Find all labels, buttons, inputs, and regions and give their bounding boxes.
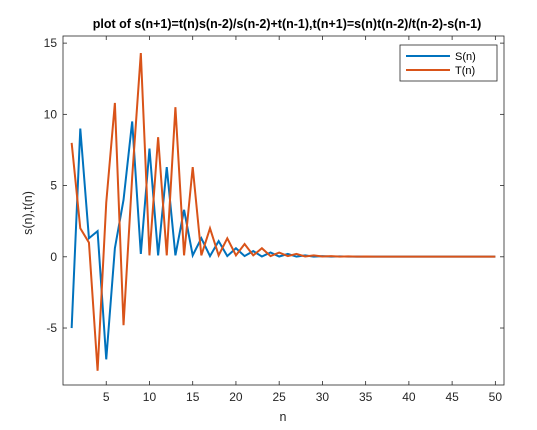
y-tick-label: 15 <box>44 36 58 50</box>
x-tick-label: 40 <box>402 390 416 404</box>
y-axis-label: s(n),t(n) <box>21 191 35 235</box>
legend-label: S(n) <box>455 51 476 63</box>
legend: S(n) T(n) <box>399 44 498 82</box>
x-tick-label: 20 <box>229 390 243 404</box>
x-tick-label: 50 <box>489 390 503 404</box>
plot-area: 5 10 15 20 25 30 35 40 45 50 -5 0 5 10 15 <box>44 35 505 404</box>
x-axis-label: n <box>280 410 287 424</box>
y-tick-label: 10 <box>44 107 58 121</box>
x-tick-label: 25 <box>272 390 286 404</box>
y-tick-label: -5 <box>46 321 57 335</box>
legend-label: T(n) <box>455 65 475 77</box>
legend-box <box>399 44 498 82</box>
x-tick-label: 30 <box>316 390 330 404</box>
x-tick-label: 10 <box>143 390 157 404</box>
x-tick-label: 5 <box>103 390 110 404</box>
x-tick-label: 45 <box>445 390 459 404</box>
series-line-tn <box>70 53 496 371</box>
y-tick-label: 0 <box>50 250 57 264</box>
y-tick-label: 5 <box>50 179 57 193</box>
chart-title: plot of s(n+1)=t(n)s(n-2)/s(n-2)+t(n-1),… <box>93 17 482 31</box>
x-tick-label: 35 <box>359 390 373 404</box>
x-tick-label: 15 <box>186 390 200 404</box>
axes-frame <box>62 35 505 386</box>
